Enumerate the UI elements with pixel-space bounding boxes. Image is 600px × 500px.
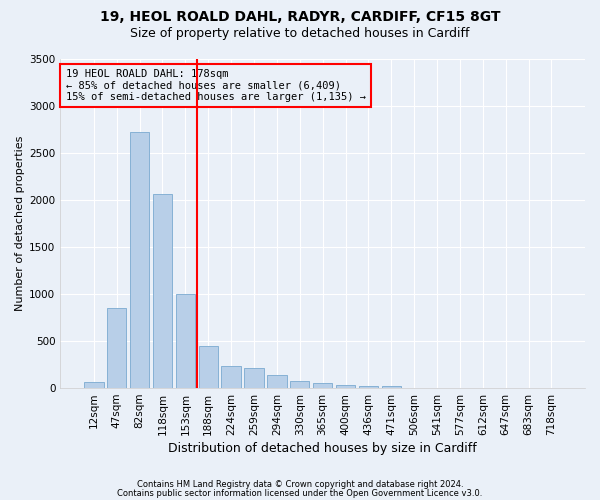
Bar (153, 194, 172, 388)
Bar (336, 385, 355, 388)
Bar (199, 346, 218, 388)
Text: Size of property relative to detached houses in Cardiff: Size of property relative to detached ho… (130, 28, 470, 40)
Text: Contains HM Land Registry data © Crown copyright and database right 2024.: Contains HM Land Registry data © Crown c… (137, 480, 463, 489)
Y-axis label: Number of detached properties: Number of detached properties (15, 136, 25, 311)
Text: 19 HEOL ROALD DAHL: 178sqm
← 85% of detached houses are smaller (6,409)
15% of s: 19 HEOL ROALD DAHL: 178sqm ← 85% of deta… (65, 69, 365, 102)
X-axis label: Distribution of detached houses by size in Cardiff: Distribution of detached houses by size … (168, 442, 477, 455)
Text: Contains public sector information licensed under the Open Government Licence v3: Contains public sector information licen… (118, 488, 482, 498)
Bar (130, 132, 149, 388)
Bar (359, 386, 378, 388)
Bar (221, 366, 241, 388)
Bar (84, 382, 104, 388)
Bar (267, 376, 287, 388)
Bar (313, 383, 332, 388)
Bar (382, 386, 401, 388)
Text: 19, HEOL ROALD DAHL, RADYR, CARDIFF, CF15 8GT: 19, HEOL ROALD DAHL, RADYR, CARDIFF, CF1… (100, 10, 500, 24)
Bar (107, 308, 127, 388)
Bar (176, 294, 195, 388)
Bar (244, 368, 264, 388)
Bar (290, 382, 310, 388)
